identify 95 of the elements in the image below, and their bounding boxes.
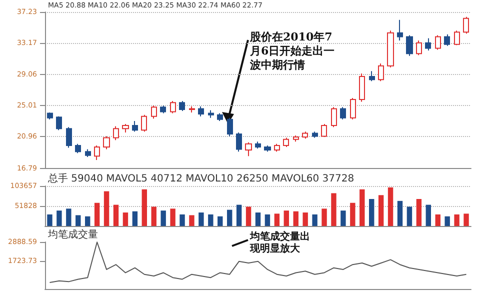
candlestick <box>160 105 166 114</box>
candlestick <box>255 141 261 150</box>
bar <box>284 210 290 226</box>
bar <box>189 215 194 226</box>
candlestick <box>444 34 450 46</box>
candlestick <box>264 144 271 152</box>
candlestick <box>397 19 403 42</box>
candlestick <box>283 137 289 148</box>
candlestick <box>66 126 72 148</box>
candlestick <box>217 112 223 122</box>
bar <box>122 212 128 226</box>
bar <box>160 210 166 226</box>
bar <box>322 208 327 226</box>
candlestick <box>312 131 318 138</box>
bar <box>331 193 336 226</box>
bar <box>388 187 394 226</box>
candlestick <box>454 30 460 46</box>
bar <box>142 189 148 226</box>
bar <box>208 214 214 226</box>
bar <box>368 198 374 226</box>
bar <box>416 198 422 226</box>
candlestick <box>340 106 346 120</box>
candlestick <box>56 116 62 131</box>
candlestick <box>274 143 280 152</box>
candlestick <box>85 148 91 158</box>
candlestick <box>387 30 394 68</box>
candlestick <box>321 124 327 138</box>
candlestick <box>47 112 53 120</box>
candlestick <box>189 106 195 114</box>
candlestick <box>331 106 337 128</box>
candlestick <box>293 135 299 142</box>
candlestick <box>132 120 138 132</box>
candlestick <box>359 72 365 102</box>
bar <box>464 214 469 226</box>
annotation: 股价在2010年7月6日开始走出一波中期行情 <box>249 30 335 72</box>
line-series <box>49 242 467 283</box>
bar <box>406 206 412 226</box>
candlestick <box>179 100 185 112</box>
candlestick <box>198 106 204 117</box>
candlestick <box>75 143 81 154</box>
bar <box>454 214 460 226</box>
candlestick <box>350 97 356 120</box>
bar <box>170 208 176 226</box>
bar <box>360 189 365 226</box>
bar <box>312 214 318 226</box>
bar <box>350 202 356 226</box>
annotation: 均笔成交量出现明显放大 <box>249 230 310 254</box>
candlestick <box>122 124 129 133</box>
candlestick <box>463 16 469 34</box>
bar <box>226 210 232 226</box>
candlestick <box>103 136 110 150</box>
bar <box>104 191 110 226</box>
bar <box>132 211 138 226</box>
candlestick <box>113 126 119 141</box>
candlestick <box>302 131 308 140</box>
candlestick <box>416 40 422 56</box>
bar <box>246 206 252 226</box>
bar <box>340 210 346 226</box>
bar <box>236 204 242 226</box>
candlestick <box>141 114 147 132</box>
candlestick <box>406 34 413 56</box>
candlestick <box>151 105 157 120</box>
bar <box>302 212 308 226</box>
bar <box>180 214 185 226</box>
bar <box>113 204 119 226</box>
text: 均笔成交量 <box>47 228 98 240</box>
bar <box>66 208 72 226</box>
candlestick <box>378 63 384 82</box>
bar <box>293 211 298 226</box>
bar <box>218 216 223 226</box>
bar <box>264 214 270 226</box>
bar <box>198 212 204 226</box>
text: 总手 59040 MAVOL5 40712 MAVOL10 26250 MAVOL60 37728 <box>47 172 354 184</box>
bar <box>151 206 156 226</box>
candlestick <box>170 100 176 114</box>
candlestick <box>369 70 375 82</box>
bar <box>255 212 261 226</box>
bar <box>76 215 81 226</box>
candlestick <box>245 142 252 157</box>
candlestick <box>227 117 233 137</box>
candlestick <box>208 110 214 118</box>
bar <box>56 210 62 226</box>
bar <box>47 214 52 226</box>
bar <box>426 204 432 226</box>
candlestick <box>425 38 431 52</box>
bar <box>378 195 384 226</box>
bar <box>435 214 440 226</box>
bar <box>84 216 90 226</box>
bar <box>94 202 100 226</box>
candlestick <box>94 144 100 160</box>
bar <box>444 216 450 226</box>
bar <box>397 200 403 226</box>
candlestick <box>236 132 242 152</box>
bar <box>274 214 280 226</box>
candlestick <box>435 34 441 50</box>
